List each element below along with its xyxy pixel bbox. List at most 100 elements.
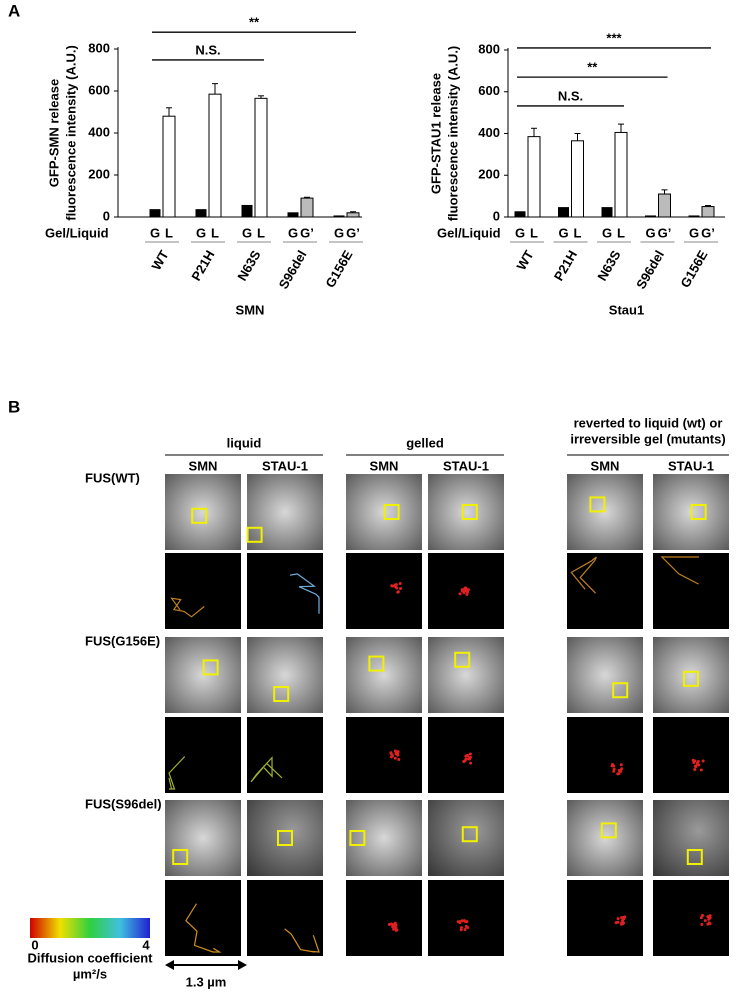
trajectory-cluster (459, 926, 463, 930)
track-image (247, 553, 323, 629)
trajectory (250, 756, 283, 783)
x-tick-label: WT (148, 248, 171, 273)
trajectory-cluster (397, 758, 401, 762)
roi-box (191, 507, 208, 524)
track-image (346, 880, 422, 956)
x-tick-label: P21H (188, 248, 217, 284)
y-tick-label: 600 (88, 82, 110, 97)
bar-label: L (257, 225, 265, 240)
trajectory (284, 928, 320, 953)
bar (300, 197, 314, 218)
x-axis-label: SMN (236, 302, 265, 317)
panel-label: A (8, 1, 20, 20)
roi-box (461, 826, 478, 843)
track-image (428, 880, 504, 956)
y-tick-label: 800 (88, 40, 110, 55)
scale-bar-label: 1.3 µm (186, 974, 227, 989)
roi-box (690, 504, 707, 520)
roi-box (600, 822, 617, 839)
trajectory-cluster (700, 923, 704, 927)
micrograph (247, 800, 323, 876)
trajectory-cluster (390, 584, 394, 588)
bar-label: G’ (701, 225, 715, 240)
bar (614, 131, 628, 218)
x-tick-label: N63S (594, 247, 623, 283)
x-tick-label: G156E (322, 247, 355, 290)
track-image (165, 717, 241, 793)
bar-label: G (602, 225, 612, 240)
trajectory-cluster (691, 758, 695, 762)
row-label: Gel/Liquid (437, 225, 501, 240)
track-image (567, 553, 643, 629)
x-tick-label: G156E (677, 247, 710, 290)
bar (601, 207, 613, 218)
roi-box (273, 686, 290, 702)
trajectory-cluster (468, 756, 472, 760)
trajectory-cluster (466, 588, 470, 592)
track-image (653, 880, 729, 956)
trajectory-cluster (616, 772, 620, 776)
trajectory-cluster (393, 749, 397, 753)
bar (658, 193, 671, 218)
track-image (247, 717, 323, 793)
bar-label: L (574, 225, 582, 240)
roi-box (277, 830, 293, 846)
group-title: liquid (227, 435, 262, 450)
roi-box (589, 496, 606, 513)
trajectory-cluster (463, 587, 467, 591)
x-axis-label: Stau1 (609, 302, 644, 317)
bar-label: G (334, 225, 344, 240)
trajectory-cluster (462, 591, 466, 595)
trajectory-cluster (391, 922, 395, 926)
trajectory-cluster (694, 765, 698, 769)
group-title: reverted to liquid (wt) or (574, 415, 723, 430)
track-image (165, 553, 241, 629)
x-tick-label: S96del (633, 248, 667, 292)
trajectory-cluster (708, 916, 712, 920)
significance-label: *** (606, 30, 622, 45)
bar (241, 204, 253, 218)
row-label: FUS(S96del) (85, 796, 162, 811)
bar-label: G’ (658, 225, 672, 240)
bar-label: G (288, 225, 298, 240)
trajectory-cluster (616, 920, 620, 924)
track-image (165, 880, 241, 956)
micrograph (567, 637, 643, 713)
trajectory-cluster (466, 590, 470, 594)
x-tick-label: S96del (276, 248, 310, 292)
y-tick-label: 400 (88, 124, 110, 139)
roi-box (461, 504, 478, 520)
row-label: FUS(WT) (85, 470, 140, 485)
bar-label: L (211, 225, 219, 240)
micrograph (247, 474, 323, 550)
bar (514, 211, 526, 218)
significance-label: N.S. (558, 88, 583, 103)
bar (333, 215, 345, 218)
trajectory-cluster (393, 584, 397, 588)
trajectory (660, 556, 699, 585)
roi-box (612, 682, 629, 699)
trajectory-cluster (463, 927, 467, 931)
colorbar-label: Diffusion coefficient (28, 950, 154, 965)
trajectory (168, 756, 186, 790)
bar (688, 215, 700, 218)
colorbar-unit: µm²/s (73, 966, 107, 981)
trajectory-cluster (460, 588, 464, 592)
x-tick-label: P21H (551, 248, 580, 284)
track-image (653, 717, 729, 793)
y-axis-label: GFP-SMN release (46, 79, 61, 187)
trajectory-cluster (695, 761, 699, 765)
bar (149, 209, 161, 218)
roi-box (368, 655, 385, 672)
trajectory-cluster (464, 920, 468, 924)
trajectory-cluster (389, 751, 393, 755)
track-image (247, 880, 323, 956)
bar-label: G (645, 225, 655, 240)
x-tick-label: N63S (234, 247, 263, 283)
roi-box (383, 504, 400, 520)
bar-label: G (150, 225, 160, 240)
bar-label: G (196, 225, 206, 240)
trajectory-cluster (392, 927, 396, 931)
column-label: SMN (189, 458, 218, 473)
